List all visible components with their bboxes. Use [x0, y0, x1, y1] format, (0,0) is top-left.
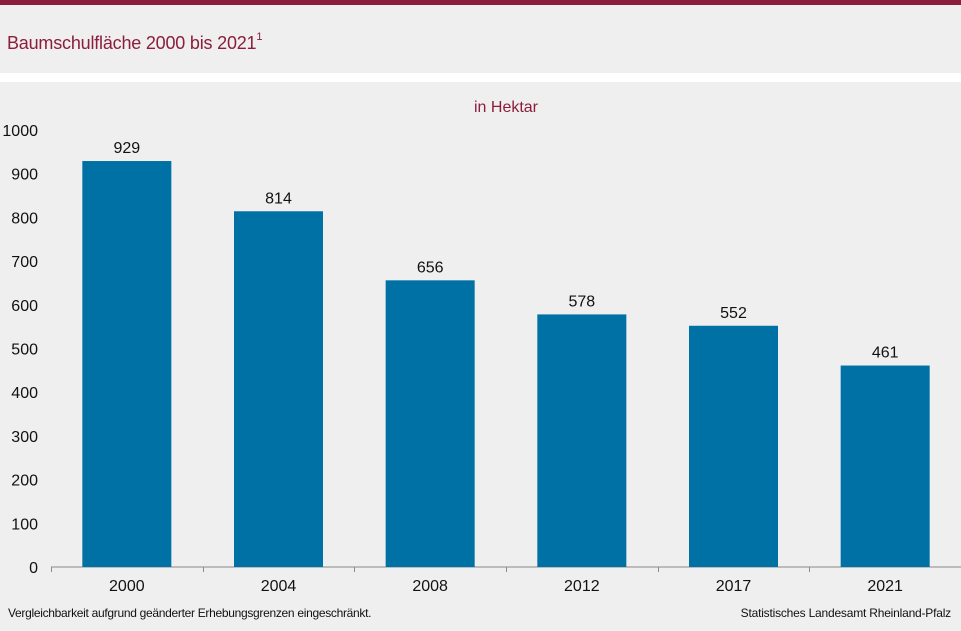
top-accent-rule: [0, 0, 961, 5]
x-tick-label-2012: 2012: [564, 578, 600, 595]
y-tick-label: 0: [29, 560, 38, 577]
bar-2012: [537, 314, 627, 567]
title-bar: Baumschulfläche 2000 bis 20211: [0, 5, 961, 73]
y-tick-label: 500: [11, 342, 38, 359]
y-tick-label: 800: [11, 210, 38, 227]
title-separator: [0, 73, 961, 82]
x-tick-label-2008: 2008: [412, 578, 448, 595]
y-tick-label: 600: [11, 298, 38, 315]
chart-subtitle: in Hektar: [474, 99, 539, 116]
data-label-group: 929 814 656 578 552 461: [113, 140, 898, 362]
x-tick-label-group: 2000 2004 2008 2012 2017 2021: [109, 578, 903, 595]
y-tick-label: 900: [11, 167, 38, 184]
y-tick-label: 300: [11, 429, 38, 446]
source-credit: Statistisches Landesamt Rheinland-Pfalz: [740, 606, 952, 620]
x-axis: [51, 566, 961, 572]
chart-title: Baumschulfläche 2000 bis 20211: [7, 31, 263, 54]
footnote: Vergleichbarkeit aufgrund geänderter Erh…: [8, 606, 372, 620]
y-tick-label: 400: [11, 385, 38, 402]
y-tick-label: 200: [11, 473, 38, 490]
data-label-2004: 814: [265, 190, 292, 207]
bar-2008: [385, 280, 475, 567]
chart-title-text: Baumschulfläche 2000 bis 2021: [7, 33, 257, 53]
bar-series: [82, 161, 930, 568]
bar-2021: [840, 365, 930, 567]
y-axis: 0 100 200 300 400 500 600 700 800 900 1000: [2, 123, 38, 577]
data-label-2012: 578: [568, 293, 595, 310]
chart-area: in Hektar 0 100 200 300 400 500 600 700 800 900 10…: [0, 82, 961, 631]
data-label-2000: 929: [113, 140, 140, 157]
bar-2000: [82, 161, 172, 567]
data-label-2008: 656: [417, 259, 444, 276]
data-label-2021: 461: [872, 345, 899, 362]
bar-chart: in Hektar 0 100 200 300 400 500 600 700 800 900 10…: [2, 99, 961, 595]
data-label-2017: 552: [720, 305, 747, 322]
title-footnote-mark: 1: [256, 31, 263, 43]
bar-2017: [689, 325, 778, 567]
y-tick-label: 100: [11, 516, 38, 533]
x-tick-label-2004: 2004: [261, 578, 297, 595]
y-tick-label: 700: [11, 254, 38, 271]
x-tick-label-2017: 2017: [716, 578, 752, 595]
x-tick-label-2000: 2000: [109, 578, 145, 595]
y-tick-label: 1000: [2, 123, 38, 140]
x-tick-label-2021: 2021: [867, 578, 903, 595]
bar-2004: [234, 211, 323, 568]
